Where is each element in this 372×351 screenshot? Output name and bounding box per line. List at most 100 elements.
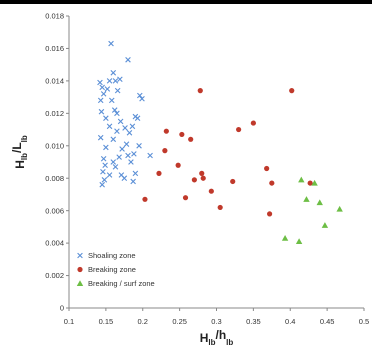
marker-stroke	[125, 152, 131, 159]
marker-stroke	[122, 125, 128, 131]
data-point	[125, 152, 131, 159]
legend-label: Breaking / surf zone	[88, 279, 155, 288]
data-point	[230, 178, 236, 185]
marker-stroke	[139, 95, 145, 102]
marker-stroke	[147, 152, 153, 159]
marker-stroke	[110, 159, 117, 165]
data-point	[197, 88, 203, 94]
marker-stroke	[100, 155, 107, 162]
data-point	[156, 170, 162, 176]
data-point	[98, 108, 105, 115]
data-point	[191, 177, 197, 183]
marker-stroke	[110, 136, 117, 143]
data-point	[103, 115, 109, 121]
data-point	[142, 196, 148, 202]
axes	[66, 15, 365, 311]
data-point	[100, 91, 107, 97]
marker-stroke	[112, 164, 119, 170]
data-point	[114, 128, 120, 134]
data-point	[114, 87, 121, 94]
data-point	[112, 164, 119, 170]
data-point	[188, 136, 194, 142]
data-point	[179, 131, 185, 138]
data-point	[102, 162, 108, 169]
axis-titles: Hlb/hlb Hlb/Llb	[10, 135, 233, 347]
x-tick-label: 0.45	[320, 317, 335, 326]
marker-stroke	[114, 110, 120, 117]
marker-stroke	[98, 108, 105, 115]
legend-label: Shoaling zone	[88, 251, 136, 260]
series-0	[97, 40, 153, 188]
marker-stroke	[108, 97, 115, 104]
y-tick-label: 0.018	[45, 12, 64, 21]
y-tick-label: 0.012	[45, 109, 64, 118]
marker-stroke	[123, 141, 130, 147]
data-point	[97, 97, 104, 104]
data-point	[163, 128, 169, 134]
data-point	[289, 88, 295, 94]
marker-stroke	[77, 252, 83, 259]
marker-stroke	[112, 78, 119, 84]
data-point	[100, 155, 107, 162]
marker-stroke	[106, 172, 113, 178]
data-point	[267, 211, 273, 217]
y-tick-label: 0	[60, 304, 64, 313]
data-point	[199, 170, 205, 176]
marker-stroke	[106, 123, 113, 130]
data-point	[106, 172, 113, 178]
x-tick-label: 0.15	[99, 317, 114, 326]
marker-stroke	[117, 118, 124, 125]
data-point	[111, 107, 118, 113]
x-tick-label: 0.1	[64, 317, 74, 326]
marker-stroke	[136, 142, 142, 149]
data-point	[303, 196, 310, 202]
marker-stroke	[97, 79, 103, 86]
data-point	[182, 195, 189, 201]
data-point	[126, 130, 133, 136]
data-point	[106, 78, 113, 84]
data-point	[264, 165, 270, 172]
series-2	[281, 176, 343, 245]
x-tick-label: 0.25	[172, 317, 187, 326]
marker-stroke	[125, 57, 131, 63]
legend-marker	[77, 252, 83, 259]
data-point	[104, 86, 111, 92]
data-point	[139, 95, 145, 102]
marker-stroke	[100, 91, 107, 97]
data-point	[307, 180, 313, 186]
data-point	[269, 180, 275, 186]
data-point	[112, 78, 119, 84]
data-point	[117, 118, 124, 125]
x-tick-label: 0.2	[138, 317, 148, 326]
marker-stroke	[102, 162, 108, 169]
legend-item: Breaking / surf zone	[76, 279, 155, 288]
marker-stroke	[114, 128, 120, 134]
marker-stroke	[128, 159, 134, 165]
y-tick-label: 0.010	[45, 141, 64, 150]
data-point	[110, 69, 117, 76]
data-point	[298, 176, 305, 183]
data-point	[101, 177, 108, 183]
legend: Shoaling zone Breaking zone Breaking / sur…	[76, 251, 155, 288]
data-point	[147, 152, 153, 159]
data-point	[130, 178, 136, 185]
legend-marker	[76, 280, 84, 287]
marker-stroke	[126, 130, 133, 136]
data-point	[134, 115, 141, 121]
data-point	[99, 84, 105, 91]
data-point	[110, 136, 117, 143]
marker-stroke	[117, 76, 123, 83]
marker-stroke	[101, 177, 108, 183]
marker-stroke	[134, 115, 141, 121]
x-axis-title: Hlb/hlb	[200, 328, 234, 347]
data-point	[123, 141, 130, 147]
tick-labels: 0 0.002 0.004 0.006 0.008 0.010 0.012 0.014 0.01…	[45, 12, 369, 326]
data-point	[250, 120, 256, 126]
y-tick-label: 0.004	[45, 239, 64, 248]
top-rule	[0, 0, 372, 4]
marker-stroke	[118, 172, 125, 178]
data-point	[110, 159, 117, 165]
data-point	[136, 142, 142, 149]
data-point	[117, 76, 123, 83]
legend-item: Breaking zone	[77, 265, 136, 274]
